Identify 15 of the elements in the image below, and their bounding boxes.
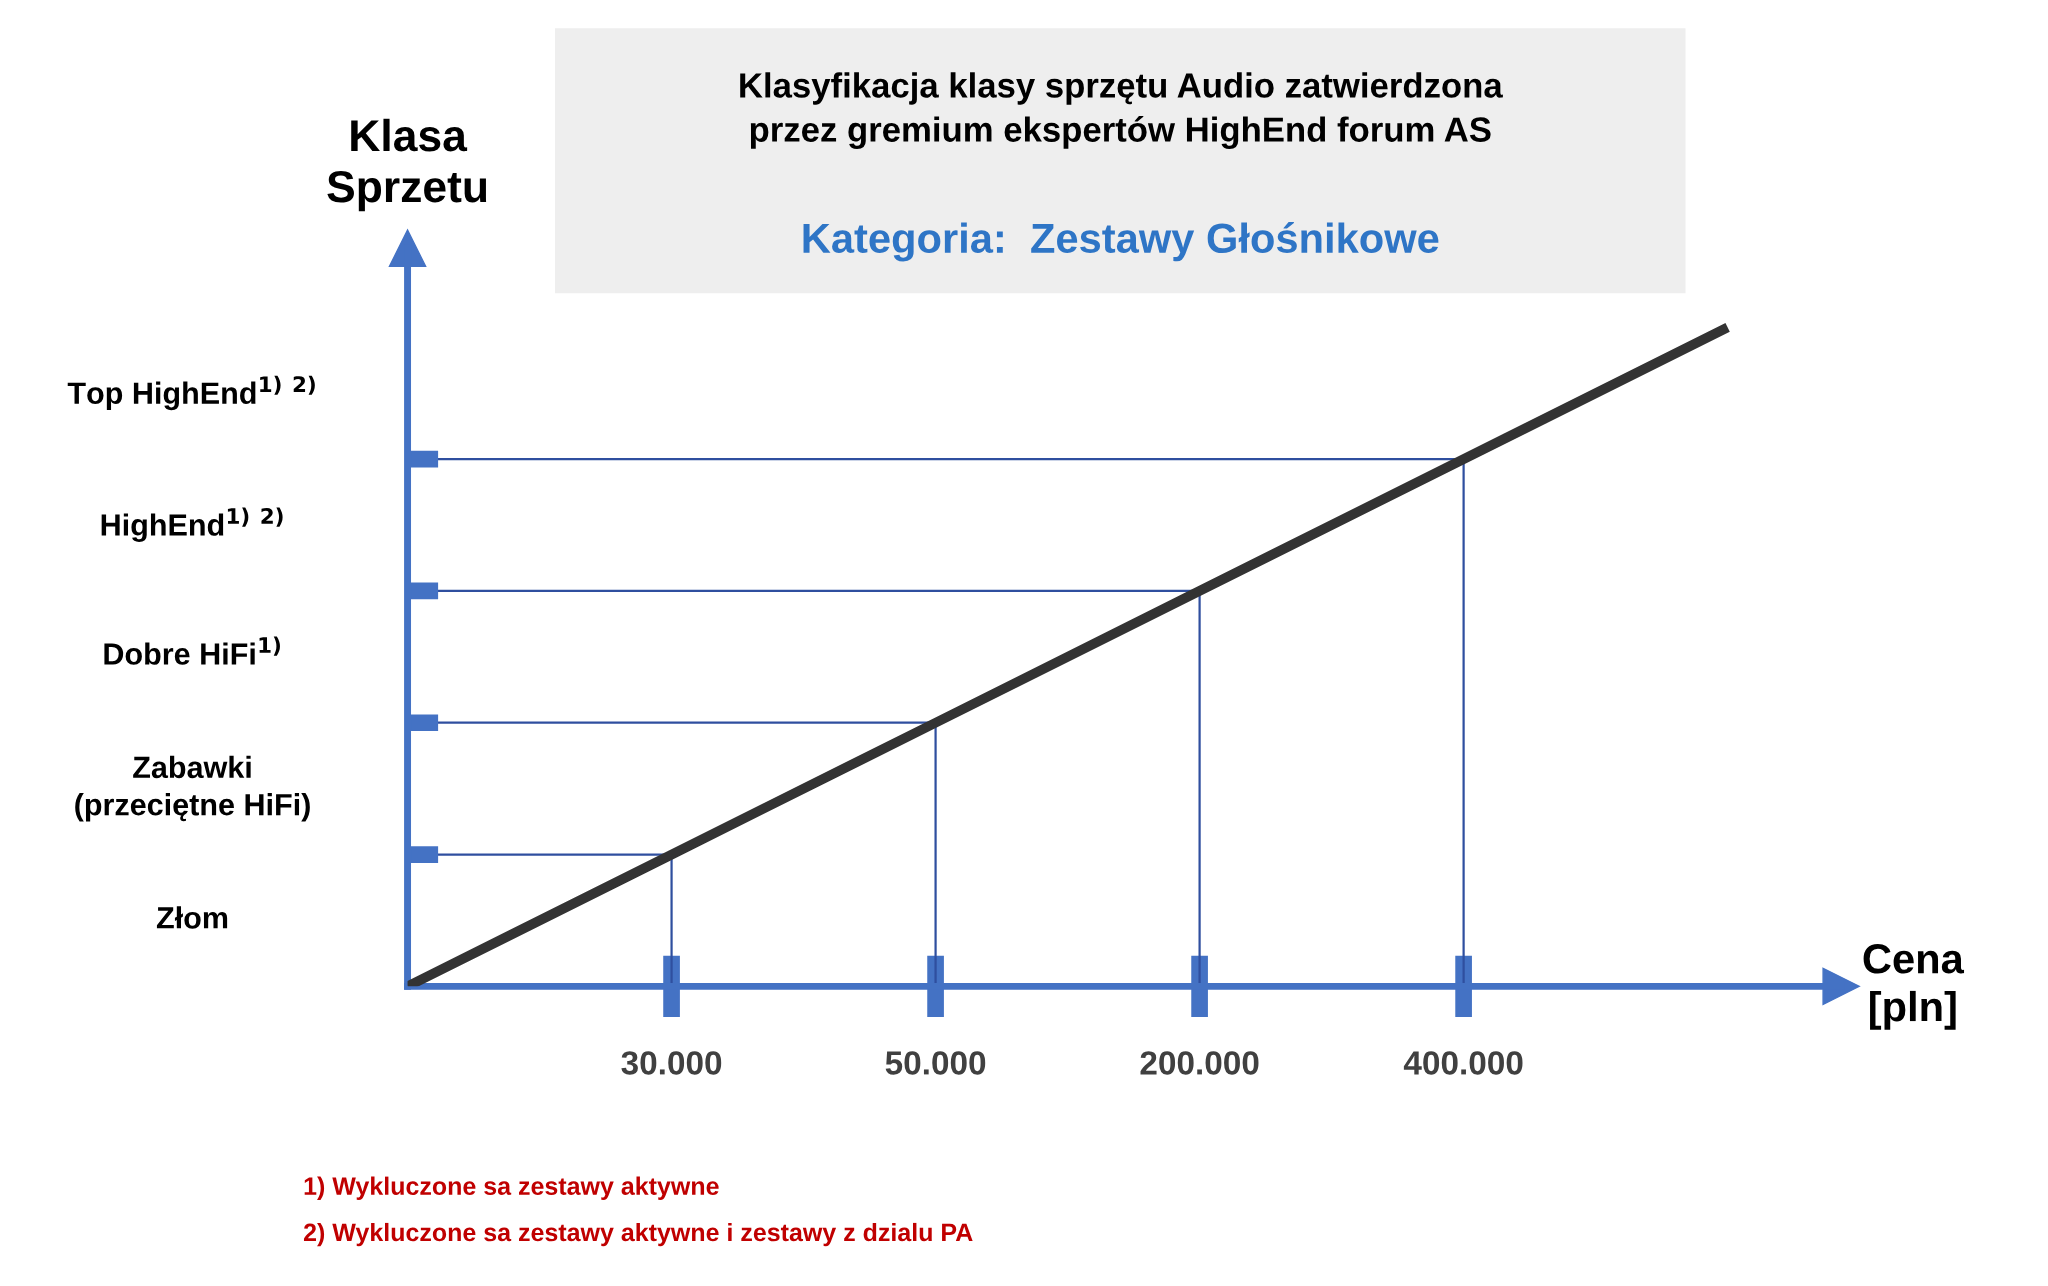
text: Złom (156, 906, 228, 929)
x-tick-label: 30.000 (621, 1051, 722, 1075)
x-axis-title: Cena [pln] (1863, 944, 1965, 1030)
text: Zabawki (przeciętne HiFi) (75, 755, 310, 822)
chart-title: Klasyfikacja klasy sprzętu Audio zatwierdzona przez gremium ekspertów HighEnd forum AS (740, 72, 1503, 149)
chart-subtitle: Kategoria: Zestawy Głośnikowe (803, 222, 1439, 262)
text: HighEnd$^{1) 2)}$ (101, 507, 283, 542)
x-tick-label: 50.000 (885, 1051, 986, 1075)
text: 1) Wykluczone sa zestawy aktywne (304, 1176, 719, 1200)
x-tick-label: 200.000 (1140, 1051, 1259, 1075)
y-axis-title: Klasa Sprzetu (327, 118, 487, 212)
text: 2) Wykluczone sa zestawy aktywne i zestawy z dzialu PA (303, 1222, 973, 1247)
text: Dobre HiFi$^{1)}$ (104, 636, 280, 665)
text: Top HighEnd$^{1) 2)}$ (67, 375, 315, 411)
x-tick-label: 400.000 (1403, 1051, 1523, 1075)
